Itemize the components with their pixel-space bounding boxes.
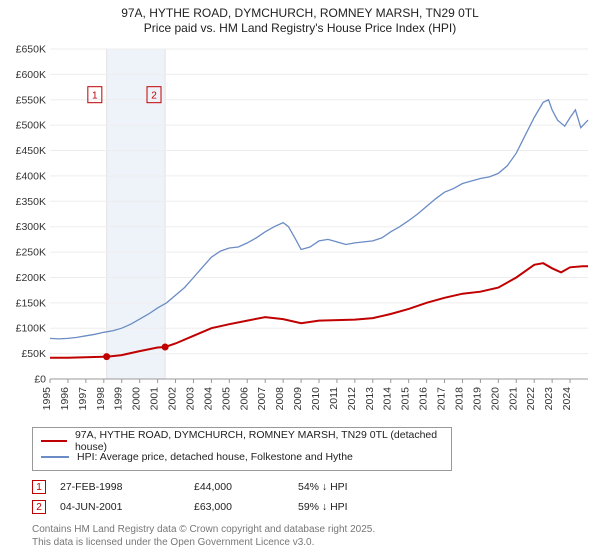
svg-text:2017: 2017: [436, 387, 448, 411]
detail-date: 04-JUN-2001: [60, 501, 180, 513]
svg-text:2002: 2002: [167, 387, 179, 411]
svg-text:2: 2: [151, 91, 157, 102]
svg-text:2018: 2018: [453, 387, 465, 411]
svg-text:£600K: £600K: [16, 69, 46, 81]
footer-line1: Contains HM Land Registry data © Crown c…: [32, 523, 592, 536]
svg-text:2009: 2009: [292, 387, 304, 411]
footer-line2: This data is licensed under the Open Gov…: [32, 536, 592, 549]
svg-text:2012: 2012: [346, 387, 358, 411]
svg-text:2008: 2008: [274, 387, 286, 411]
detail-date: 27-FEB-1998: [60, 481, 180, 493]
svg-text:1997: 1997: [77, 387, 89, 411]
footer-notice: Contains HM Land Registry data © Crown c…: [32, 523, 592, 549]
title-line1: 97A, HYTHE ROAD, DYMCHURCH, ROMNEY MARSH…: [0, 6, 600, 20]
chart-area: £0 £50K £100K £150K £200K £250K £300K £350K £400…: [4, 41, 594, 421]
transaction-details: 1 27-FEB-1998 £44,000 54% ↓ HPI 2 04-JUN-2001…: [32, 477, 592, 517]
detail-row-1: 1 27-FEB-1998 £44,000 54% ↓ HPI: [32, 477, 592, 497]
svg-text:2016: 2016: [418, 387, 430, 411]
detail-price: £44,000: [194, 481, 284, 493]
chart-title: 97A, HYTHE ROAD, DYMCHURCH, ROMNEY MARSH…: [0, 0, 600, 37]
detail-num: 1: [32, 480, 46, 494]
svg-text:1: 1: [92, 91, 98, 102]
chart-svg: £0 £50K £100K £150K £200K £250K £300K £350K £400…: [4, 41, 594, 421]
svg-text:£50K: £50K: [21, 348, 46, 360]
svg-text:£500K: £500K: [16, 120, 46, 132]
svg-text:£650K: £650K: [16, 44, 46, 56]
svg-text:£200K: £200K: [16, 272, 46, 284]
svg-text:2007: 2007: [256, 387, 268, 411]
legend: 97A, HYTHE ROAD, DYMCHURCH, ROMNEY MARSH…: [32, 427, 452, 471]
svg-text:£450K: £450K: [16, 145, 46, 157]
svg-text:2004: 2004: [202, 387, 214, 411]
legend-label: HPI: Average price, detached house, Folk…: [77, 451, 353, 463]
svg-text:2010: 2010: [310, 387, 322, 411]
svg-text:2022: 2022: [525, 387, 537, 411]
svg-text:2003: 2003: [184, 387, 196, 411]
svg-text:2001: 2001: [149, 387, 161, 411]
svg-text:2005: 2005: [220, 387, 232, 411]
legend-swatch: [41, 440, 67, 442]
detail-price: £63,000: [194, 501, 284, 513]
svg-text:2014: 2014: [382, 387, 394, 411]
legend-row-0: 97A, HYTHE ROAD, DYMCHURCH, ROMNEY MARSH…: [41, 433, 443, 449]
legend-swatch: [41, 456, 69, 457]
svg-text:2021: 2021: [507, 387, 519, 411]
svg-text:2020: 2020: [489, 387, 501, 411]
svg-text:2011: 2011: [328, 387, 340, 410]
svg-text:2023: 2023: [543, 387, 555, 411]
detail-hpi: 54% ↓ HPI: [298, 481, 418, 493]
svg-text:2013: 2013: [364, 387, 376, 411]
svg-text:£350K: £350K: [16, 196, 46, 208]
legend-label: 97A, HYTHE ROAD, DYMCHURCH, ROMNEY MARSH…: [75, 429, 443, 453]
svg-text:1995: 1995: [41, 387, 53, 411]
svg-text:£100K: £100K: [16, 323, 46, 335]
svg-text:2000: 2000: [131, 387, 143, 411]
title-line2: Price paid vs. HM Land Registry's House …: [0, 21, 600, 35]
svg-text:£400K: £400K: [16, 170, 46, 182]
svg-text:1998: 1998: [95, 387, 107, 411]
marker-point-2: [162, 344, 169, 351]
svg-text:2006: 2006: [238, 387, 250, 411]
marker-point-1: [103, 353, 110, 360]
svg-text:1996: 1996: [59, 387, 71, 411]
svg-text:2015: 2015: [400, 387, 412, 411]
svg-text:1999: 1999: [113, 387, 125, 411]
svg-text:£150K: £150K: [16, 297, 46, 309]
svg-text:2024: 2024: [561, 387, 573, 411]
svg-text:£300K: £300K: [16, 221, 46, 233]
svg-text:£550K: £550K: [16, 94, 46, 106]
detail-num: 2: [32, 500, 46, 514]
svg-text:2019: 2019: [471, 387, 483, 411]
detail-hpi: 59% ↓ HPI: [298, 501, 418, 513]
svg-text:£250K: £250K: [16, 247, 46, 259]
detail-row-2: 2 04-JUN-2001 £63,000 59% ↓ HPI: [32, 497, 592, 517]
svg-text:£0: £0: [34, 374, 46, 386]
